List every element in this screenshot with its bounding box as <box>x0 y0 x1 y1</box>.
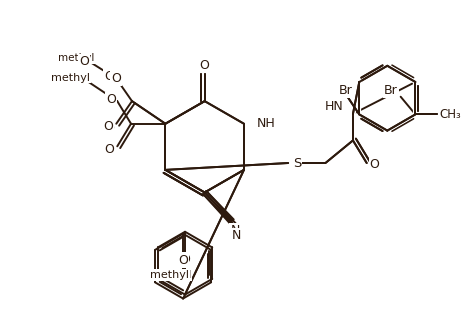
Text: HN: HN <box>325 99 343 112</box>
Text: methyl: methyl <box>150 270 189 280</box>
Text: O: O <box>105 122 114 135</box>
Text: O: O <box>178 254 188 267</box>
Text: O: O <box>105 143 114 156</box>
Text: methyl: methyl <box>58 53 94 63</box>
Text: O: O <box>105 70 114 83</box>
Text: Br: Br <box>384 84 398 97</box>
Text: O: O <box>369 159 380 171</box>
Text: methyl: methyl <box>150 270 189 280</box>
Polygon shape <box>193 190 286 244</box>
Text: methyl: methyl <box>155 270 191 280</box>
Text: Br: Br <box>338 84 352 97</box>
Text: N: N <box>232 229 241 242</box>
Text: O: O <box>111 72 121 85</box>
Text: Br: Br <box>338 84 352 97</box>
Text: HN: HN <box>325 99 343 112</box>
Text: O: O <box>104 120 113 133</box>
Text: O: O <box>106 93 116 106</box>
Text: N: N <box>231 224 240 237</box>
Text: CH₃: CH₃ <box>440 108 462 121</box>
Text: O: O <box>200 59 210 72</box>
Text: NH: NH <box>257 117 275 130</box>
Text: O: O <box>79 55 89 68</box>
Text: S: S <box>293 157 301 169</box>
Text: CH₃: CH₃ <box>440 108 462 121</box>
Text: methyl: methyl <box>50 73 90 83</box>
Text: O: O <box>180 253 190 266</box>
Text: methyl: methyl <box>50 73 90 83</box>
Text: NH: NH <box>257 117 275 130</box>
Text: O: O <box>200 59 210 72</box>
Text: S: S <box>293 157 301 169</box>
Polygon shape <box>100 204 276 307</box>
Polygon shape <box>11 72 173 165</box>
Text: O: O <box>369 159 380 171</box>
